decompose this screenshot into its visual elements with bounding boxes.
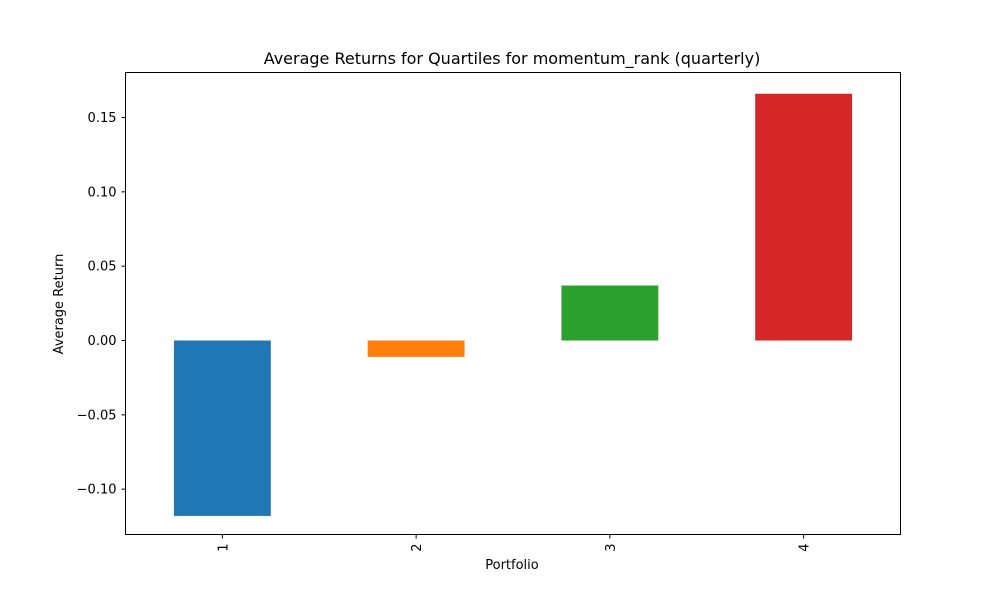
y-axis: −0.10 −0.05 0.00 0.05 0.10 0.15 [77,111,126,498]
bars-group [173,93,853,516]
y-tick-label: 0.15 [88,111,117,126]
y-axis-label: Average Return [52,254,67,355]
y-tick-label: 0.00 [88,334,117,349]
plot-frame [125,72,901,535]
y-tick-label: 0.10 [88,185,117,200]
y-tick-label: 0.05 [88,260,117,275]
x-tick-label: 2 [410,544,425,552]
x-tick-label: 3 [604,544,619,552]
x-axis: 1 2 3 4 [216,534,813,552]
y-tick-label: −0.10 [77,483,117,498]
bar-portfolio-4 [755,93,853,341]
x-tick-label: 4 [798,544,813,552]
x-axis-label: Portfolio [485,558,539,573]
x-tick-label: 1 [216,544,231,552]
bar-portfolio-2 [367,340,465,357]
bar-portfolio-1 [173,340,271,516]
bar-portfolio-3 [561,285,659,341]
chart-title: Average Returns for Quartiles for moment… [264,49,761,69]
y-tick-label: −0.05 [77,408,117,423]
